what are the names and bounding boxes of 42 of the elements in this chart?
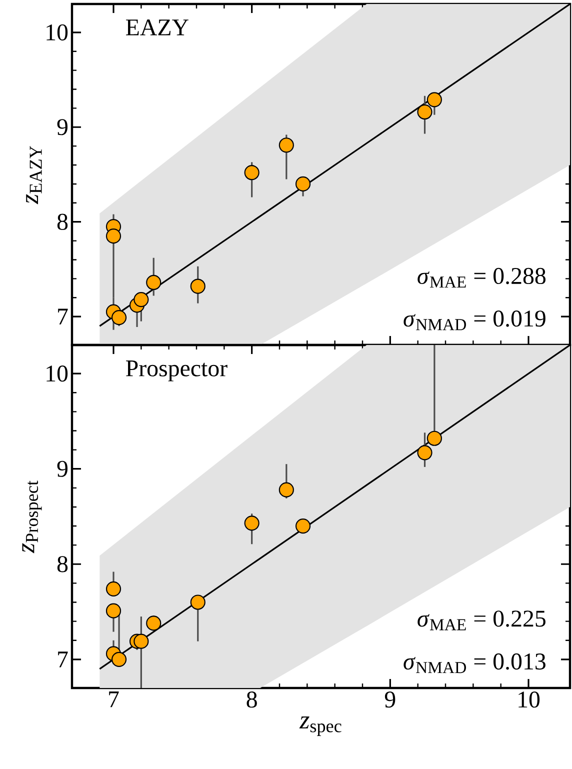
y-tick-label: 7 bbox=[58, 308, 68, 324]
x-tick-label: 9 bbox=[384, 692, 396, 708]
point bbox=[278, 482, 294, 498]
point bbox=[426, 430, 442, 446]
point bbox=[106, 228, 122, 244]
text: Prospector bbox=[126, 360, 228, 382]
y-tick-label: 9 bbox=[57, 119, 68, 136]
y-tick-label: 9 bbox=[57, 460, 68, 477]
y-tick-label: 8 bbox=[57, 214, 68, 230]
annotation: σ$_{MAE}$ = 0.288 bbox=[418, 268, 546, 288]
point bbox=[417, 104, 432, 120]
point bbox=[134, 292, 149, 308]
point bbox=[146, 274, 162, 290]
point bbox=[134, 634, 149, 649]
annotation: σ$_{NMAD}$ = 0.013 bbox=[404, 653, 546, 674]
x-tick-label: 10 bbox=[518, 692, 540, 708]
point bbox=[295, 176, 311, 192]
point bbox=[426, 92, 442, 108]
point bbox=[295, 518, 311, 534]
point bbox=[106, 581, 122, 596]
y-axis-title: z$_{Prospect}$ bbox=[22, 480, 42, 554]
y-tick-label: 7 bbox=[58, 652, 68, 668]
y-tick-label: 10 bbox=[46, 366, 68, 382]
point bbox=[111, 310, 127, 326]
annotation: σ$_{NMAD}$ = 0.019 bbox=[404, 310, 546, 330]
chart-title: EAZY bbox=[126, 19, 188, 36]
point bbox=[146, 616, 162, 631]
x-tick-label: 8 bbox=[246, 692, 257, 708]
point bbox=[190, 278, 206, 294]
y-axis-title: z$_{EAZY}$ bbox=[26, 146, 42, 204]
annotation: σ$_{MAE}$ = 0.225 bbox=[418, 610, 546, 630]
x-tick-label: 7 bbox=[109, 692, 119, 708]
point bbox=[278, 138, 294, 153]
x-axis-title: z$_{spec}$ bbox=[299, 716, 342, 736]
y-tick-label: 10 bbox=[46, 24, 68, 40]
point bbox=[244, 516, 260, 531]
y-tick-label: 8 bbox=[57, 556, 68, 572]
point bbox=[111, 652, 127, 667]
point bbox=[190, 594, 206, 610]
point bbox=[106, 603, 122, 618]
point bbox=[244, 165, 260, 180]
point bbox=[417, 445, 432, 460]
